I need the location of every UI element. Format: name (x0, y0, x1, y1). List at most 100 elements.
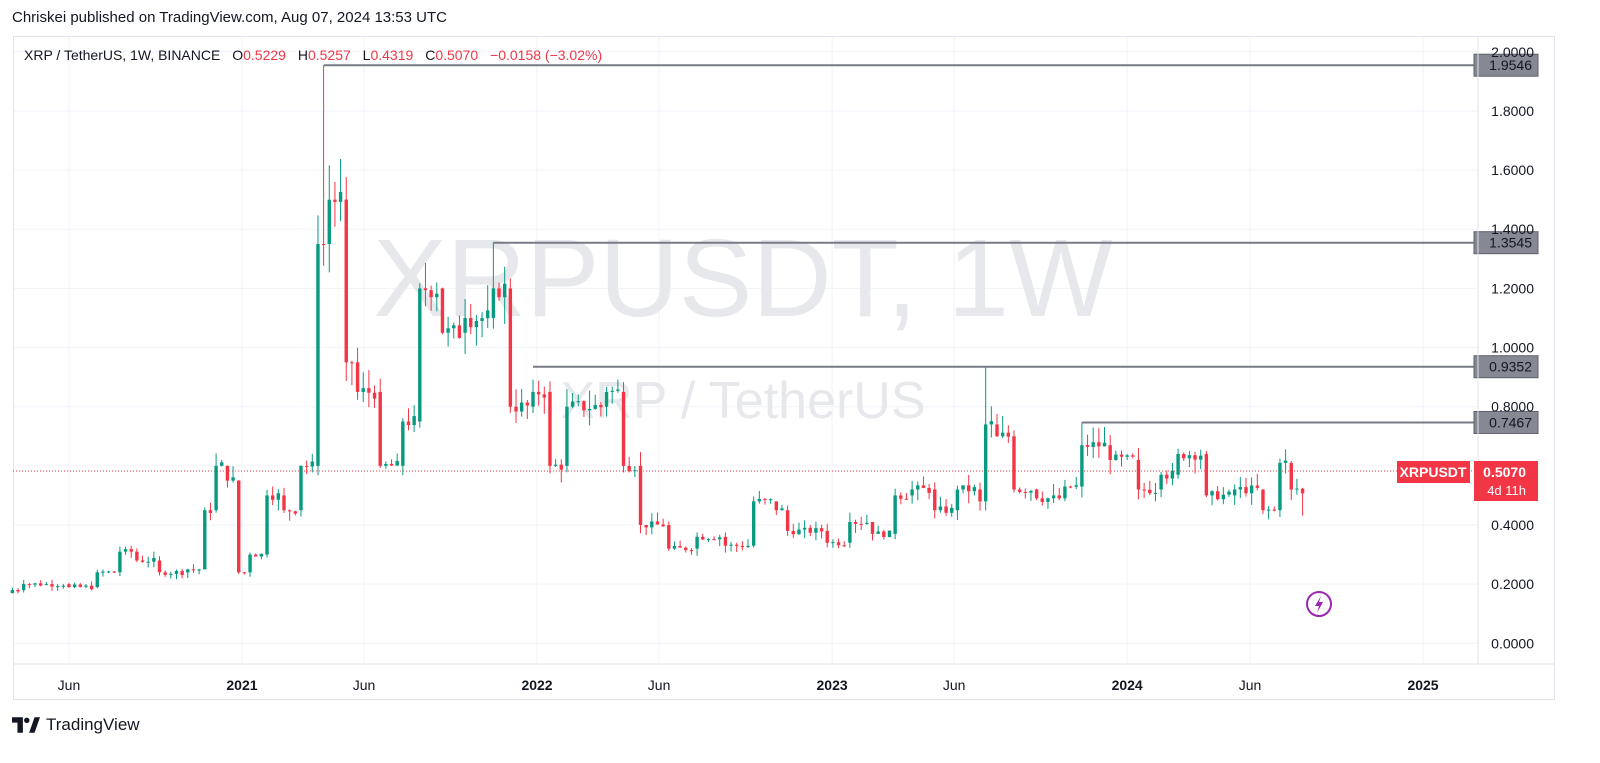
candle-body (763, 498, 767, 500)
candle-body (701, 536, 705, 540)
candle-body (129, 549, 133, 552)
candle-body (904, 498, 909, 500)
time-tick-label: Jun (58, 677, 81, 693)
low-label: L (362, 47, 371, 63)
candle-body (321, 244, 326, 246)
horizontal-levels[interactable]: 1.9546 1.3545 0.9352 0.7467 (323, 53, 1539, 434)
close-value: 0.5070 (435, 47, 479, 63)
candle-body (859, 523, 863, 525)
price-tick-label: 1.6000 (1491, 162, 1534, 178)
candle-body (525, 402, 530, 406)
candle-body (1227, 491, 1231, 495)
candle-body (1085, 445, 1090, 447)
candle-body (916, 485, 920, 490)
candle-body (55, 586, 60, 588)
candle-body (565, 406, 569, 466)
candle-body (474, 320, 479, 328)
candle-body (310, 461, 314, 467)
candle-body (616, 389, 620, 391)
candle-body (1215, 491, 1220, 500)
candle-body (967, 485, 971, 492)
candle-body (1068, 486, 1073, 488)
candle-body (819, 528, 824, 532)
candle-body (1040, 498, 1044, 502)
candle-body (655, 521, 660, 525)
candle-body (112, 571, 116, 573)
candle-body (1210, 491, 1214, 496)
candle-body (1221, 494, 1226, 500)
candle-body (457, 325, 462, 338)
candle-body (1176, 454, 1180, 475)
time-tick-label: 2025 (1407, 677, 1438, 693)
candle-body (220, 462, 224, 466)
price-axis[interactable]: 0.00000.20000.40000.60000.80001.00001.20… (1491, 44, 1534, 652)
candle-body (208, 510, 213, 513)
level-label-box (1473, 410, 1539, 434)
price-tag-symbol-box (1397, 461, 1470, 483)
candle-body (1142, 489, 1146, 491)
low-value: 0.4319 (370, 47, 414, 63)
time-tick-label: Jun (648, 677, 671, 693)
candle-body (1057, 495, 1061, 499)
candle-body (921, 485, 926, 488)
candle-body (72, 584, 77, 588)
tradingview-brand[interactable]: TradingView (12, 715, 140, 735)
candle-body (638, 465, 643, 525)
candle-body (1108, 445, 1112, 460)
candle-body (304, 465, 309, 467)
candle-body (440, 288, 445, 333)
symbol-legend[interactable]: XRP / TetherUS, 1W, BINANCE O0.5229 H0.5… (24, 47, 610, 63)
candle-body (1249, 485, 1254, 494)
candle-body (791, 530, 795, 535)
candle-body (1006, 432, 1011, 437)
candle-body (16, 590, 20, 592)
candle-body (1125, 455, 1129, 457)
candle-body (1182, 454, 1186, 459)
lightning-icon[interactable] (1306, 591, 1332, 617)
candles (10, 65, 1305, 594)
candle-body (882, 531, 886, 538)
candle-body (203, 510, 207, 570)
candle-body (293, 511, 298, 514)
candle-body (751, 501, 756, 546)
chart-frame[interactable] (13, 36, 1555, 700)
candle-body (814, 528, 818, 533)
candle-body (106, 571, 111, 573)
candle-body (389, 463, 394, 466)
price-tick-label: 1.0000 (1491, 340, 1534, 356)
price-tag-countdown: 4d 11h (1487, 483, 1526, 498)
candle-body (1283, 460, 1288, 463)
candle-body (327, 199, 331, 245)
candle-body (1074, 485, 1078, 487)
candle-body (678, 546, 682, 548)
candle-body (270, 495, 275, 500)
candle-body (344, 199, 348, 363)
time-tick-label: 2021 (226, 677, 257, 693)
candle-body (870, 522, 875, 534)
candle-body (446, 328, 450, 333)
symbol-info[interactable]: XRP / TetherUS, 1W, BINANCE (24, 47, 221, 63)
candle-body (502, 283, 507, 298)
candle-body (191, 569, 196, 571)
candle-body (887, 530, 892, 538)
candle-body (865, 522, 869, 524)
candle-body (67, 584, 71, 588)
candle-body (1034, 489, 1039, 499)
candle-body (1051, 495, 1056, 499)
candle-body (157, 560, 162, 573)
price-tag: XRPUSDT 0.5070 4d 11h (1397, 461, 1538, 501)
candle-body (412, 416, 416, 426)
candle-body (355, 362, 360, 392)
price-tick-label: 0.8000 (1491, 399, 1534, 415)
high-label: H (297, 47, 308, 63)
price-tick-label: 1.4000 (1491, 221, 1534, 237)
open-label: O (232, 47, 244, 63)
candle-body (627, 465, 631, 472)
candle-body (259, 553, 264, 557)
candle-body (214, 465, 218, 511)
time-axis[interactable]: Jun 2021 Jun 2022 Jun 2023 Jun 2024 Jun 2025 (14, 37, 1554, 693)
candle-body (61, 585, 66, 587)
candle-body (746, 545, 750, 548)
candle-body (978, 489, 982, 502)
